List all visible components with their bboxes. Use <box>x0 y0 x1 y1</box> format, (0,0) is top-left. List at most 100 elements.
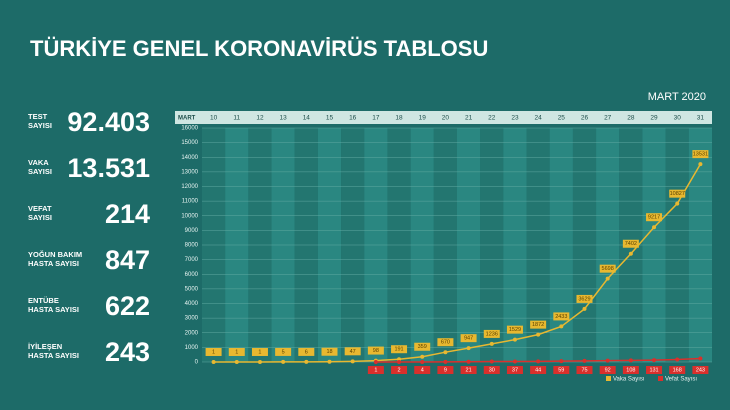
label-box <box>414 366 431 374</box>
value-label: 1529 <box>509 327 521 333</box>
point <box>234 359 239 364</box>
x-tick-label: 15 <box>326 115 334 122</box>
x-tick-label: 29 <box>650 115 658 122</box>
point <box>698 356 703 361</box>
value-label: 7402 <box>625 241 637 247</box>
y-tick-label: 6000 <box>185 272 199 278</box>
stat-value: 214 <box>105 199 150 229</box>
legend-label: Vaka Sayısı <box>613 377 645 383</box>
stat-value: 847 <box>105 245 150 275</box>
point <box>211 359 216 364</box>
stat-label: SAYISI <box>28 121 52 130</box>
series-line <box>213 163 702 363</box>
label-box <box>391 366 408 374</box>
value-label: 131 <box>649 367 658 373</box>
label-box <box>460 334 477 343</box>
value-label: 59 <box>558 367 564 373</box>
point <box>652 225 657 230</box>
x-tick-label: 27 <box>604 115 612 122</box>
label-box <box>553 312 570 321</box>
stat-label: ENTÜBE <box>28 296 59 305</box>
label-box <box>414 342 431 351</box>
label-box <box>599 366 616 374</box>
legend-label: Vefat Sayısı <box>665 377 697 383</box>
label-box <box>437 366 454 374</box>
title: TÜRKİYE GENEL KORONAVİRÜS TABLOSU <box>30 36 488 61</box>
point <box>512 337 517 342</box>
point <box>559 324 564 329</box>
value-label: 1236 <box>486 331 498 337</box>
value-label: 2433 <box>555 314 567 320</box>
value-label: 243 <box>696 367 705 373</box>
x-tick-label: 14 <box>303 115 311 122</box>
legend-swatch <box>606 376 611 381</box>
label-box <box>622 239 639 248</box>
point <box>536 359 541 364</box>
label-box <box>344 347 361 356</box>
value-label: 5698 <box>602 266 614 272</box>
label-box <box>228 347 245 356</box>
y-tick-label: 4000 <box>185 301 199 307</box>
value-label: 9 <box>444 367 447 373</box>
stat-label: HASTA SAYISI <box>28 305 79 314</box>
stat-value: 622 <box>105 291 150 321</box>
point <box>605 276 610 281</box>
x-tick-label: 20 <box>442 115 450 122</box>
value-label: 21 <box>466 367 472 373</box>
label-box <box>391 345 408 354</box>
label-box <box>553 366 570 374</box>
label-box <box>669 189 686 198</box>
stat-label: VAKA <box>28 158 49 167</box>
stat-value: 243 <box>105 337 150 367</box>
label-box <box>437 338 454 347</box>
value-label: 4 <box>421 367 424 373</box>
stat-value: 92.403 <box>67 107 150 137</box>
x-axis-label: MART <box>178 116 196 122</box>
header-bg <box>175 111 712 124</box>
x-tick-label: 19 <box>419 115 427 122</box>
x-tick-label: 11 <box>233 115 240 122</box>
point <box>466 346 471 351</box>
point <box>327 359 332 364</box>
y-tick-label: 15000 <box>181 140 198 146</box>
point <box>304 359 309 364</box>
y-tick-label: 0 <box>195 360 199 366</box>
point <box>281 359 286 364</box>
label-box <box>646 213 663 222</box>
value-label: 1 <box>374 367 377 373</box>
y-tick-label: 11000 <box>182 199 199 205</box>
x-tick-label: 23 <box>511 115 519 122</box>
stat-label: HASTA SAYISI <box>28 259 79 268</box>
label-box <box>599 264 616 273</box>
value-label: 3629 <box>578 296 590 302</box>
stat-value: 13.531 <box>67 153 150 183</box>
legend-swatch <box>658 376 663 381</box>
value-label: 1 <box>235 349 238 355</box>
y-tick-label: 9000 <box>185 228 199 234</box>
x-tick-label: 24 <box>535 115 543 122</box>
value-label: 18 <box>326 349 332 355</box>
point <box>675 201 680 206</box>
value-label: 75 <box>581 367 587 373</box>
y-tick-label: 7000 <box>185 257 199 263</box>
value-label: 359 <box>418 344 427 350</box>
value-label: 13531 <box>693 152 708 158</box>
subtitle: MART 2020 <box>648 91 706 103</box>
x-tick-label: 12 <box>256 115 264 122</box>
label-box <box>483 329 500 338</box>
value-label: 2 <box>398 367 401 373</box>
point <box>420 359 425 364</box>
label-box <box>530 366 547 374</box>
y-tick-label: 10000 <box>181 213 198 219</box>
value-label: 6 <box>305 349 308 355</box>
value-label: 1 <box>258 349 261 355</box>
label-box <box>483 366 500 374</box>
stat-label: İYİLEŞEN <box>28 342 62 351</box>
label-box <box>576 366 593 374</box>
y-tick-label: 1000 <box>185 345 199 351</box>
label-box <box>298 347 315 356</box>
point <box>466 359 471 364</box>
label-box <box>530 320 547 329</box>
point <box>443 350 448 355</box>
